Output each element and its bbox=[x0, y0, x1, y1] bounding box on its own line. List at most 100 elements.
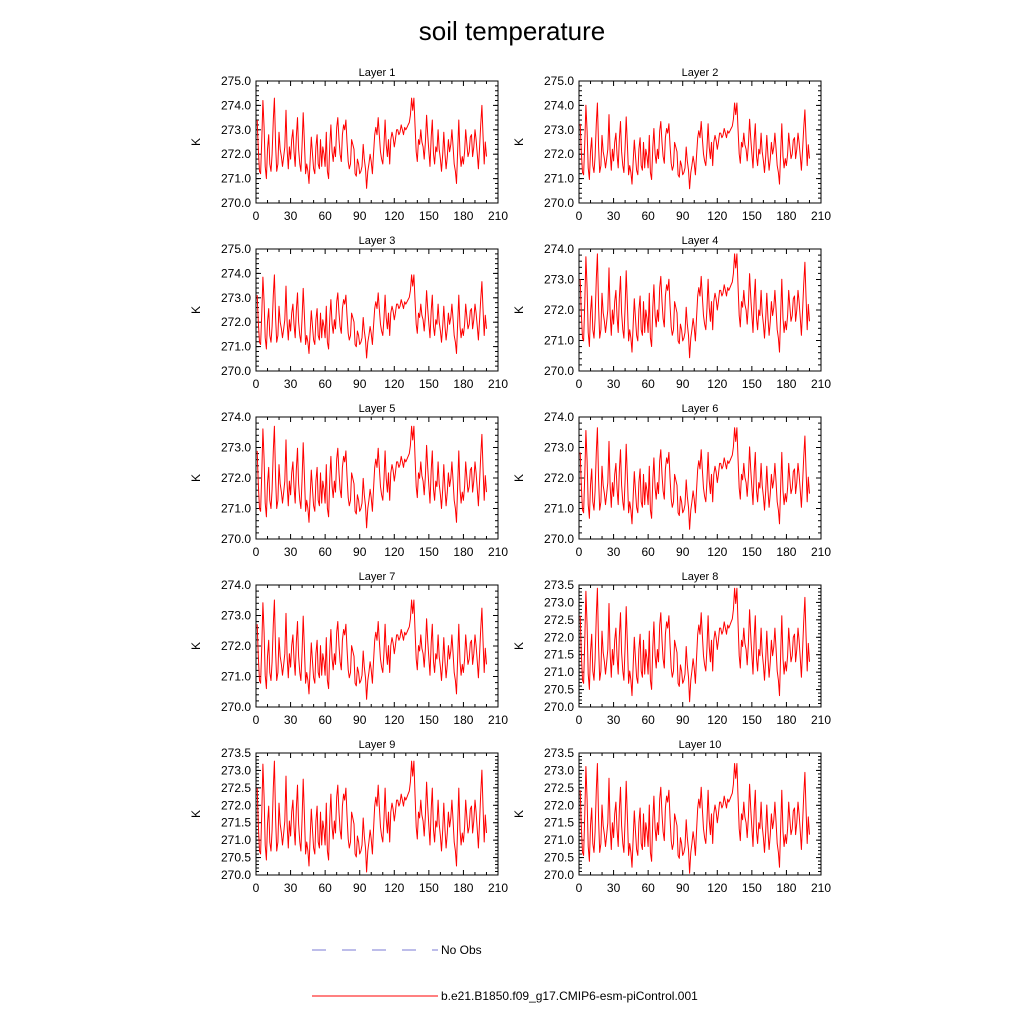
panel-layer-2: Layer 2 K 0 30 60 90 120 150 180 210 270.0 271.0 272… bbox=[512, 67, 831, 223]
x-tick-label: 180 bbox=[453, 881, 473, 895]
y-tick-label: 271.5 bbox=[544, 648, 574, 662]
x-tick-label: 30 bbox=[607, 713, 621, 727]
x-tick-label: 90 bbox=[353, 209, 367, 223]
y-tick-label: 270.5 bbox=[544, 683, 574, 697]
plot-frame bbox=[578, 416, 822, 540]
y-tick-label: 272.0 bbox=[221, 798, 251, 812]
x-tick-label: 30 bbox=[284, 713, 298, 727]
x-tick-label: 150 bbox=[419, 545, 439, 559]
y-axis-label: K bbox=[512, 810, 526, 818]
x-tick-label: 150 bbox=[742, 881, 762, 895]
panel-title: Layer 5 bbox=[359, 403, 396, 415]
legend-obs-label: No Obs bbox=[441, 943, 482, 957]
y-tick-label: 271.5 bbox=[544, 816, 574, 830]
series-line-model bbox=[579, 102, 810, 190]
y-tick-label: 270.0 bbox=[544, 364, 574, 378]
x-tick-label: 60 bbox=[641, 377, 655, 391]
y-tick-label: 272.0 bbox=[544, 147, 574, 161]
y-tick-label: 271.0 bbox=[544, 502, 574, 516]
y-axis-label: K bbox=[189, 810, 203, 818]
x-tick-label: 30 bbox=[284, 881, 298, 895]
x-tick-label: 120 bbox=[384, 209, 404, 223]
plot-frame bbox=[255, 248, 499, 372]
y-tick-label: 274.0 bbox=[544, 98, 574, 112]
x-tick-label: 0 bbox=[253, 209, 260, 223]
x-tick-label: 60 bbox=[641, 209, 655, 223]
x-tick-label: 60 bbox=[318, 377, 332, 391]
x-tick-label: 30 bbox=[284, 377, 298, 391]
x-tick-label: 180 bbox=[776, 881, 796, 895]
x-tick-label: 30 bbox=[607, 377, 621, 391]
x-tick-label: 150 bbox=[742, 377, 762, 391]
x-tick-label: 120 bbox=[707, 545, 727, 559]
panel-grid: Layer 1 K 0 30 60 90 120 150 180 210 270.0 271.0 272… bbox=[189, 67, 831, 895]
y-tick-label: 271.0 bbox=[544, 334, 574, 348]
plot-frame bbox=[578, 752, 822, 876]
x-tick-label: 210 bbox=[811, 713, 831, 727]
y-tick-label: 272.5 bbox=[221, 781, 251, 795]
panel-layer-7: Layer 7 K 0 30 60 90 120 150 180 210 270.0 271.0 272… bbox=[189, 571, 508, 727]
panel-title: Layer 9 bbox=[359, 739, 396, 751]
x-tick-label: 210 bbox=[811, 209, 831, 223]
x-tick-label: 90 bbox=[353, 377, 367, 391]
plot-frame bbox=[578, 80, 822, 204]
panel-title: Layer 10 bbox=[679, 739, 722, 751]
x-tick-label: 180 bbox=[453, 209, 473, 223]
y-axis-label: K bbox=[512, 474, 526, 482]
y-tick-label: 271.0 bbox=[221, 833, 251, 847]
y-tick-label: 273.0 bbox=[544, 595, 574, 609]
x-tick-label: 150 bbox=[742, 209, 762, 223]
x-tick-label: 120 bbox=[384, 713, 404, 727]
y-tick-label: 271.0 bbox=[221, 340, 251, 354]
y-tick-label: 274.0 bbox=[221, 410, 251, 424]
plot-frame bbox=[578, 584, 822, 708]
panel-layer-4: Layer 4 K 0 30 60 90 120 150 180 210 270.0 271.0 272… bbox=[512, 235, 831, 391]
y-tick-label: 270.0 bbox=[544, 700, 574, 714]
x-tick-label: 210 bbox=[488, 713, 508, 727]
y-tick-label: 272.0 bbox=[221, 315, 251, 329]
y-tick-label: 270.0 bbox=[221, 196, 251, 210]
x-tick-label: 30 bbox=[607, 545, 621, 559]
y-tick-label: 275.0 bbox=[544, 74, 574, 88]
x-tick-label: 180 bbox=[776, 713, 796, 727]
y-axis-label: K bbox=[189, 138, 203, 146]
y-tick-label: 275.0 bbox=[221, 242, 251, 256]
x-tick-label: 30 bbox=[284, 545, 298, 559]
y-tick-label: 271.0 bbox=[221, 172, 251, 186]
series-line-model bbox=[579, 253, 810, 359]
y-tick-label: 272.0 bbox=[544, 798, 574, 812]
x-tick-label: 90 bbox=[676, 545, 690, 559]
x-tick-label: 210 bbox=[488, 881, 508, 895]
y-axis-label: K bbox=[189, 306, 203, 314]
y-tick-label: 272.0 bbox=[221, 147, 251, 161]
y-tick-label: 273.0 bbox=[544, 123, 574, 137]
x-tick-label: 0 bbox=[253, 713, 260, 727]
y-tick-label: 270.0 bbox=[544, 868, 574, 882]
x-tick-label: 60 bbox=[318, 881, 332, 895]
y-tick-label: 275.0 bbox=[221, 74, 251, 88]
y-axis-label: K bbox=[512, 642, 526, 650]
y-tick-label: 270.0 bbox=[221, 532, 251, 546]
x-tick-label: 60 bbox=[641, 881, 655, 895]
x-tick-label: 90 bbox=[353, 881, 367, 895]
x-tick-label: 0 bbox=[576, 881, 583, 895]
series-line-model bbox=[579, 427, 810, 530]
y-tick-label: 273.0 bbox=[221, 291, 251, 305]
panel-layer-10: Layer 10 K 0 30 60 90 120 150 180 210 270.0 270.5 27… bbox=[512, 739, 831, 895]
y-tick-label: 273.0 bbox=[221, 123, 251, 137]
y-tick-label: 270.0 bbox=[221, 868, 251, 882]
y-axis-label: K bbox=[189, 474, 203, 482]
y-tick-label: 274.0 bbox=[221, 98, 251, 112]
y-tick-label: 272.0 bbox=[544, 630, 574, 644]
y-tick-label: 273.0 bbox=[544, 763, 574, 777]
y-tick-label: 270.0 bbox=[221, 700, 251, 714]
x-tick-label: 90 bbox=[676, 377, 690, 391]
y-tick-label: 273.0 bbox=[544, 273, 574, 287]
x-tick-label: 90 bbox=[676, 713, 690, 727]
plot-frame bbox=[255, 752, 499, 876]
panel-title: Layer 6 bbox=[682, 403, 719, 415]
x-tick-label: 60 bbox=[318, 545, 332, 559]
y-tick-label: 272.5 bbox=[544, 781, 574, 795]
plot-frame bbox=[255, 80, 499, 204]
